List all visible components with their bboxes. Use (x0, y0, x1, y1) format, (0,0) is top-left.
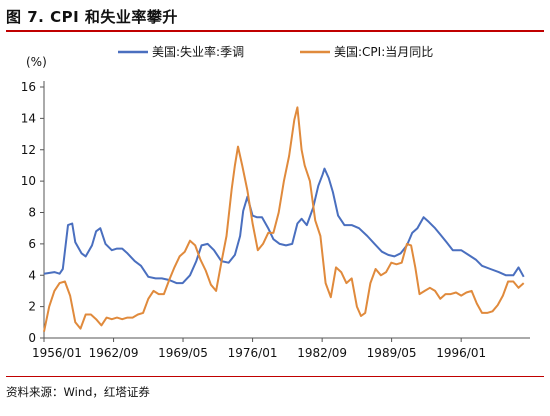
line-chart: 美国:失业率:季调 美国:CPI:当月同比 (%) 0 2 4 6 8 10 12 14 16 1… (21, 44, 530, 360)
y-tick-label: 0 (28, 331, 36, 345)
y-tick-label: 16 (21, 80, 36, 94)
chart-legend: 美国:失业率:季调 美国:CPI:当月同比 (118, 44, 433, 59)
y-axis-unit-label: (%) (26, 55, 47, 69)
y-tick-label: 8 (28, 206, 36, 220)
y-tick-label: 2 (28, 300, 36, 314)
x-tick-label: 1956/01 (32, 346, 82, 360)
x-tick-label: 1989/05 (367, 346, 417, 360)
y-tick-label: 6 (28, 237, 36, 251)
y-tick-label: 4 (28, 268, 36, 282)
y-tick-label: 10 (21, 174, 36, 188)
title-rule (6, 30, 544, 32)
legend-label: 美国:CPI:当月同比 (334, 45, 433, 59)
x-axis: 1956/01 1962/09 1969/05 1976/01 1982/09 1989/… (32, 337, 530, 360)
x-tick-label: 1982/09 (297, 346, 347, 360)
y-axis: 0 2 4 6 8 10 12 14 16 (21, 80, 45, 345)
y-tick-label: 12 (21, 143, 36, 157)
y-tick-label: 14 (21, 111, 36, 125)
x-tick-label: 1996/01 (436, 346, 486, 360)
series-line-1 (43, 106, 525, 332)
x-tick-label: 1969/05 (158, 346, 208, 360)
source-note: 资料来源：Wind，红塔证券 (6, 385, 150, 399)
plot-lines (43, 106, 525, 332)
x-tick-label: 1976/01 (228, 346, 278, 360)
source-rule (6, 376, 544, 377)
series-line-0 (43, 167, 525, 285)
figure-title: 图 7. CPI 和失业率攀升 (6, 8, 178, 26)
x-tick-label: 1962/09 (89, 346, 139, 360)
legend-label: 美国:失业率:季调 (152, 44, 244, 59)
